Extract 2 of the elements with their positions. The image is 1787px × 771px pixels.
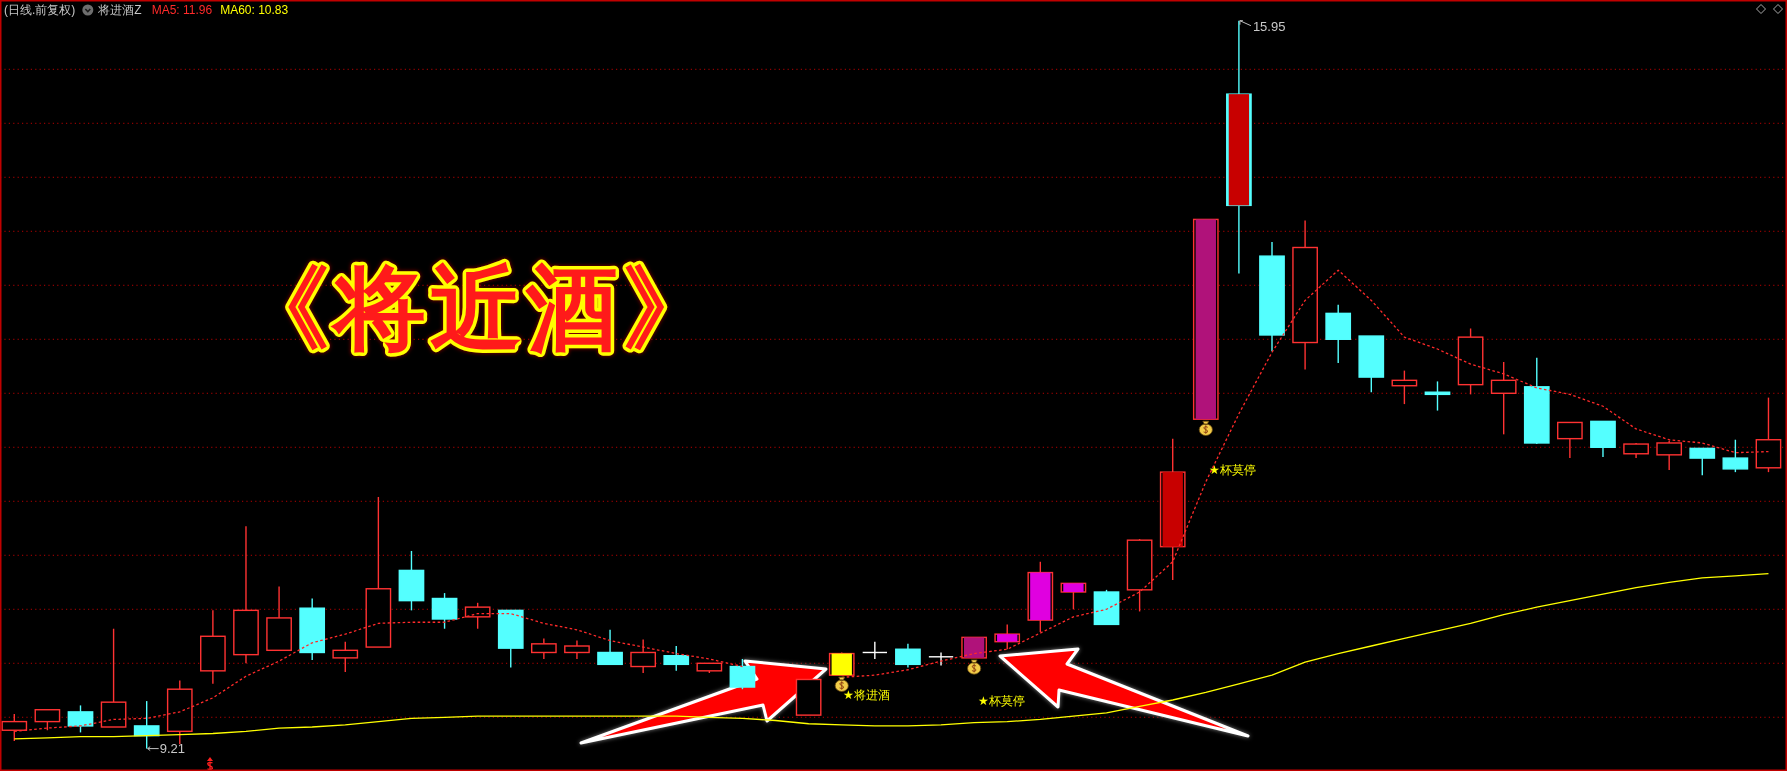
title: (日线.前复权) bbox=[4, 3, 76, 17]
subtitle: 将进酒Z bbox=[98, 3, 142, 17]
